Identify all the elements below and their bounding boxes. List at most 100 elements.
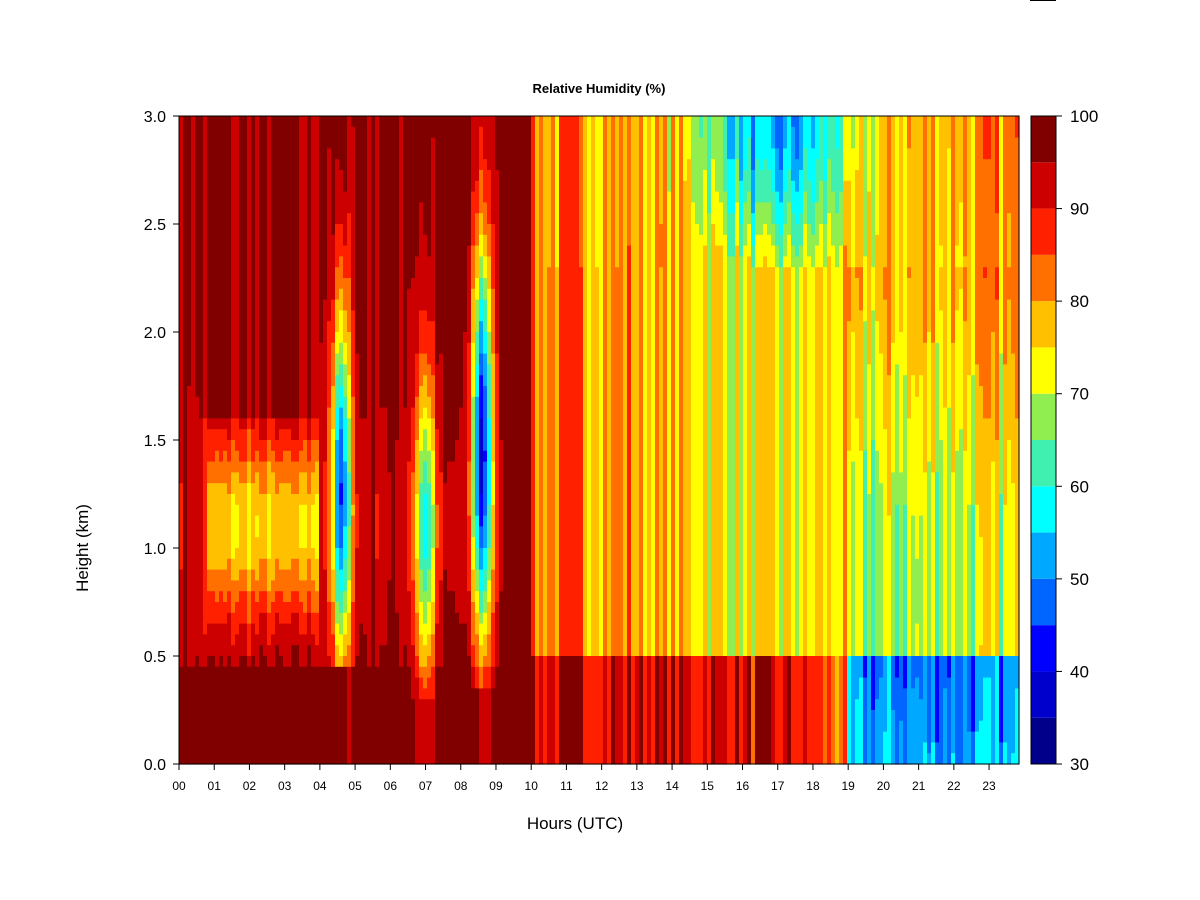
heat-cell xyxy=(351,137,356,149)
heat-cell xyxy=(311,288,316,301)
heat-cell xyxy=(411,234,416,247)
heat-cell xyxy=(207,558,212,571)
heat-cell xyxy=(503,526,508,538)
heat-cell xyxy=(187,191,192,203)
heat-cell xyxy=(259,310,264,322)
heat-cell xyxy=(387,515,392,527)
heat-cell xyxy=(295,494,300,506)
heat-cell xyxy=(191,504,196,517)
heat-cell xyxy=(347,634,352,646)
heat-cell xyxy=(447,256,452,268)
heat-cell xyxy=(455,710,460,722)
heat-cell xyxy=(387,494,392,506)
heat-cell xyxy=(279,202,284,214)
heat-cell xyxy=(327,742,332,754)
heat-cell xyxy=(471,224,476,236)
heat-cell xyxy=(467,386,472,398)
heat-cell xyxy=(283,429,288,441)
heat-cell xyxy=(203,299,208,311)
heat-cell xyxy=(307,504,312,517)
heat-cell xyxy=(223,688,228,700)
heat-cell xyxy=(507,483,512,495)
heat-cell xyxy=(323,278,328,290)
heat-cell xyxy=(403,440,408,452)
heat-cell xyxy=(199,472,204,484)
heat-cell xyxy=(243,753,248,765)
heat-cell xyxy=(183,688,188,700)
heat-cell xyxy=(275,472,280,484)
heat-cell xyxy=(275,526,280,538)
heat-cell xyxy=(263,396,268,409)
heat-cell xyxy=(291,418,296,430)
heat-cell xyxy=(215,440,220,452)
heat-cell xyxy=(235,148,240,160)
heat-cell xyxy=(243,245,248,257)
heat-cell xyxy=(399,116,404,128)
heat-cell xyxy=(383,602,388,614)
heat-cell xyxy=(411,137,416,149)
heat-cell xyxy=(427,623,432,635)
heat-cell xyxy=(315,180,320,193)
heat-cell xyxy=(263,386,268,398)
heat-cell xyxy=(395,386,400,398)
heat-cell xyxy=(179,396,184,409)
heat-cell xyxy=(355,440,360,452)
heat-cell xyxy=(311,126,316,139)
heat-cell xyxy=(199,623,204,635)
heat-cell xyxy=(215,407,220,419)
heat-cell xyxy=(439,321,444,333)
heat-cell xyxy=(483,645,488,657)
heat-cell xyxy=(343,494,348,506)
heat-cell xyxy=(379,159,384,171)
heat-cell xyxy=(479,278,484,290)
heat-cell xyxy=(327,170,332,182)
heat-cell xyxy=(323,418,328,430)
heat-cell xyxy=(279,137,284,149)
heat-cell xyxy=(487,494,492,506)
heat-cell xyxy=(507,137,512,149)
heat-cell xyxy=(219,332,224,344)
heat-cell xyxy=(219,612,224,625)
heat-cell xyxy=(507,699,512,711)
heat-cell xyxy=(419,375,424,387)
heat-cell xyxy=(219,699,224,711)
heat-cell xyxy=(319,396,324,409)
heat-cell xyxy=(339,267,344,279)
heat-cell xyxy=(431,407,436,419)
heat-cell xyxy=(419,645,424,657)
heat-cell xyxy=(283,137,288,149)
heat-cell xyxy=(439,591,444,603)
heat-cell xyxy=(363,450,368,463)
heat-cell xyxy=(475,515,480,527)
heat-cell xyxy=(499,656,504,668)
heat-cell xyxy=(459,591,464,603)
heat-cell xyxy=(495,278,500,290)
heat-cell xyxy=(251,245,256,257)
heat-cell xyxy=(483,537,488,549)
heat-cell xyxy=(323,245,328,257)
heat-cell xyxy=(355,731,360,743)
heat-cell xyxy=(435,310,440,322)
heat-cell xyxy=(303,159,308,171)
heat-cell xyxy=(323,623,328,635)
heat-cell xyxy=(347,537,352,549)
heat-cell xyxy=(383,213,388,225)
heat-cell xyxy=(439,159,444,171)
heat-cell xyxy=(251,310,256,322)
heat-cell xyxy=(179,591,184,603)
heat-cell xyxy=(331,580,336,592)
heat-cell xyxy=(299,569,304,581)
heat-cell xyxy=(391,688,396,700)
heat-cell xyxy=(395,407,400,419)
heat-cell xyxy=(431,234,436,247)
heat-cell xyxy=(299,645,304,657)
heat-cell xyxy=(383,180,388,193)
heat-cell xyxy=(431,267,436,279)
heat-cell xyxy=(339,656,344,668)
heat-cell xyxy=(451,504,456,517)
heat-cell xyxy=(303,278,308,290)
heat-cell xyxy=(335,256,340,268)
heat-cell xyxy=(279,375,284,387)
heat-cell xyxy=(367,569,372,581)
heat-cell xyxy=(371,213,376,225)
